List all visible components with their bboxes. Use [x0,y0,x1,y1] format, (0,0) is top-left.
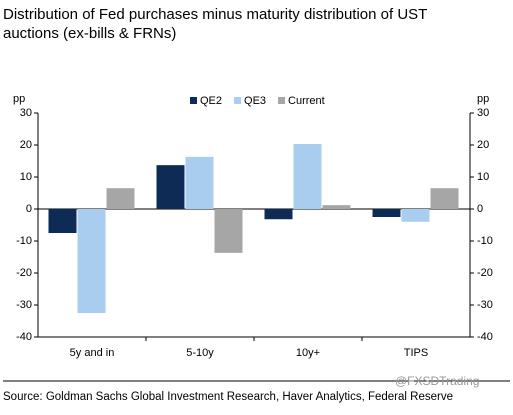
y-tick-label: 10 [20,171,32,183]
legend-swatch [190,97,197,104]
bar [156,165,185,209]
bar [185,156,214,209]
bar [77,209,106,313]
y2-tick-label: 30 [477,107,489,119]
y2-tick-label: 10 [477,171,489,183]
legend-label: Current [288,95,325,107]
legend-swatch [234,97,242,104]
y2-tick-label: 20 [477,139,489,151]
legend-label: QE3 [244,95,266,107]
chart-title: auctions (ex-bills & FRNs) [3,25,176,42]
y-axis-label: pp [13,93,25,105]
source: Source: Goldman Sachs Global Investment … [3,391,453,403]
legend-swatch [278,97,286,104]
y2-tick-label: -20 [477,267,493,279]
bar [401,209,430,222]
y-tick-label: -10 [16,235,32,247]
x-tick-label: 5-10y [186,347,214,359]
bar [293,144,322,209]
y-tick-label: 30 [20,107,32,119]
watermark: @FXSDTrading [395,374,479,388]
legend-label: QE2 [200,95,222,107]
y-tick-label: -40 [16,331,32,343]
y2-tick-label: -40 [477,331,493,343]
y2-tick-label: -30 [477,299,493,311]
y2-tick-label: -10 [477,235,493,247]
x-tick-label: TIPS [404,347,428,359]
y-tick-label: -30 [16,299,32,311]
y2-tick-label: 0 [477,203,483,215]
y2-axis-label: pp [477,93,489,105]
bar [48,209,77,233]
bar [322,205,351,209]
y-tick-label: -20 [16,267,32,279]
chart-title: Distribution of Fed purchases minus matu… [3,6,427,23]
y-tick-label: 0 [26,203,32,215]
bar [430,188,459,209]
bar [372,209,401,217]
bar [106,188,135,209]
x-tick-label: 5y and in [70,347,115,359]
y-tick-label: 20 [20,139,32,151]
bar [214,209,243,253]
bar [264,209,293,220]
x-tick-label: 10y+ [296,347,320,359]
